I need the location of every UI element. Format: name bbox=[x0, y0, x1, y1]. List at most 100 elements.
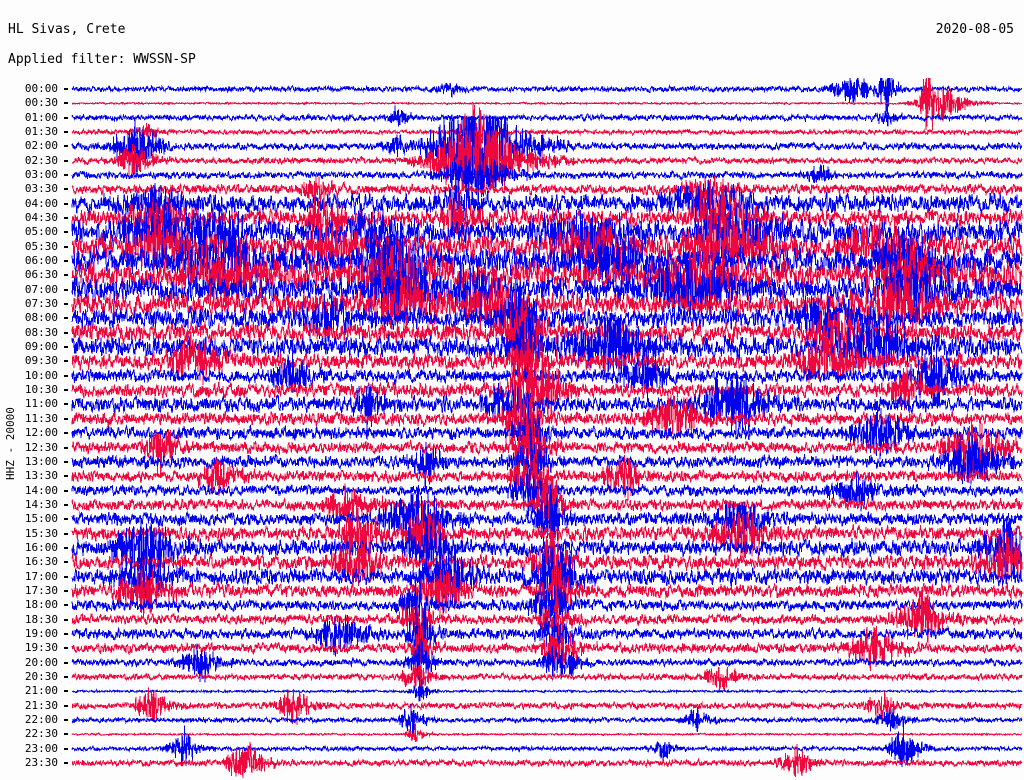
time-label: 03:00 bbox=[24, 168, 58, 182]
axis-tick bbox=[64, 575, 68, 578]
time-label: 10:30 bbox=[24, 383, 58, 397]
time-label: 13:30 bbox=[24, 469, 58, 483]
axis-tick bbox=[64, 217, 68, 220]
seismic-trace bbox=[71, 606, 1023, 661]
axis-tick bbox=[64, 589, 68, 592]
time-label: 19:00 bbox=[24, 626, 58, 640]
time-label: 16:00 bbox=[24, 540, 58, 554]
axis-tick bbox=[64, 174, 68, 177]
time-label: 22:00 bbox=[24, 712, 58, 726]
station-title: HL Sivas, Crete bbox=[8, 22, 126, 37]
seismogram-plot bbox=[0, 78, 1024, 778]
seismic-trace bbox=[71, 288, 1023, 349]
axis-tick bbox=[64, 245, 68, 248]
axis-tick bbox=[64, 546, 68, 549]
seismic-trace bbox=[71, 147, 1023, 206]
seismic-trace bbox=[71, 725, 1023, 768]
axis-tick bbox=[64, 88, 68, 90]
axis-tick bbox=[64, 102, 68, 105]
axis-tick bbox=[64, 446, 68, 449]
time-label: 01:00 bbox=[24, 110, 58, 124]
axis-tick bbox=[64, 632, 68, 635]
seismic-trace bbox=[71, 560, 1023, 620]
time-label: 07:00 bbox=[24, 282, 58, 296]
time-label: 03:30 bbox=[24, 182, 58, 196]
time-label: 21:30 bbox=[24, 698, 58, 712]
time-label: 17:00 bbox=[24, 569, 58, 583]
time-label: 20:30 bbox=[24, 669, 58, 683]
axis-tick bbox=[64, 704, 68, 707]
axis-tick bbox=[64, 145, 68, 148]
axis-tick bbox=[64, 561, 68, 564]
axis-tick bbox=[64, 661, 68, 664]
time-label: 10:00 bbox=[24, 368, 58, 382]
axis-tick bbox=[64, 360, 68, 363]
seismic-trace bbox=[71, 474, 1023, 535]
time-label: 21:00 bbox=[24, 684, 58, 698]
time-label: 07:30 bbox=[24, 297, 58, 311]
axis-tick bbox=[64, 675, 68, 678]
time-label: 23:30 bbox=[24, 755, 58, 769]
axis-tick bbox=[64, 260, 68, 263]
seismic-trace bbox=[71, 231, 1023, 292]
axis-tick bbox=[64, 188, 68, 191]
seismic-trace bbox=[71, 245, 1023, 306]
time-label: 12:30 bbox=[24, 440, 58, 454]
axis-tick bbox=[64, 374, 68, 377]
seismic-trace bbox=[71, 331, 1023, 386]
axis-tick bbox=[64, 159, 68, 162]
axis-tick bbox=[64, 503, 68, 506]
seismic-trace bbox=[71, 404, 1023, 462]
axis-tick bbox=[64, 532, 68, 535]
time-label: 04:30 bbox=[24, 211, 58, 225]
seismic-trace bbox=[71, 180, 1023, 230]
axis-tick bbox=[64, 761, 68, 764]
seismic-trace bbox=[71, 176, 1023, 207]
seismic-trace bbox=[71, 101, 1023, 157]
time-label: 09:00 bbox=[24, 340, 58, 354]
seismic-trace bbox=[71, 532, 1023, 593]
axis-tick bbox=[64, 618, 68, 621]
axis-tick bbox=[64, 518, 68, 521]
time-label: 08:00 bbox=[24, 311, 58, 325]
time-label: 20:00 bbox=[24, 655, 58, 669]
axis-tick bbox=[64, 389, 68, 392]
axis-tick bbox=[64, 747, 68, 750]
date-label: 2020-08-05 bbox=[935, 22, 1014, 37]
seismic-trace bbox=[71, 274, 1023, 335]
seismic-trace bbox=[71, 589, 1023, 645]
applied-filter-label: Applied filter: WWSSN-SP bbox=[8, 52, 196, 67]
axis-tick bbox=[64, 346, 68, 349]
time-label: 14:30 bbox=[24, 497, 58, 511]
trace-canvas bbox=[71, 78, 1023, 778]
axis-tick bbox=[64, 718, 68, 721]
axis-tick bbox=[64, 317, 68, 320]
axis-tick bbox=[64, 403, 68, 406]
seismic-trace bbox=[71, 417, 1023, 478]
seismic-trace bbox=[71, 78, 1023, 131]
axis-tick bbox=[64, 288, 68, 291]
seismic-trace bbox=[71, 435, 1023, 488]
seismic-trace bbox=[71, 546, 1023, 607]
seismic-trace bbox=[71, 188, 1023, 249]
seismic-trace bbox=[71, 503, 1023, 564]
seismic-trace bbox=[71, 723, 1023, 743]
seismic-trace bbox=[71, 105, 1023, 127]
time-label: 05:30 bbox=[24, 239, 58, 253]
time-label: 00:00 bbox=[24, 82, 58, 95]
axis-tick bbox=[64, 432, 68, 435]
time-label: 09:30 bbox=[24, 354, 58, 368]
time-label: 00:30 bbox=[24, 96, 58, 110]
seismic-trace bbox=[71, 661, 1023, 693]
axis-tick bbox=[64, 417, 68, 420]
axis-tick bbox=[64, 202, 68, 205]
time-label: 18:00 bbox=[24, 598, 58, 612]
time-label: 06:30 bbox=[24, 268, 58, 282]
time-label: 02:00 bbox=[24, 139, 58, 153]
seismic-trace bbox=[71, 78, 1023, 115]
time-label: 11:30 bbox=[24, 411, 58, 425]
axis-tick bbox=[64, 331, 68, 334]
seismic-trace bbox=[71, 359, 1023, 421]
seismic-trace bbox=[71, 259, 1023, 320]
